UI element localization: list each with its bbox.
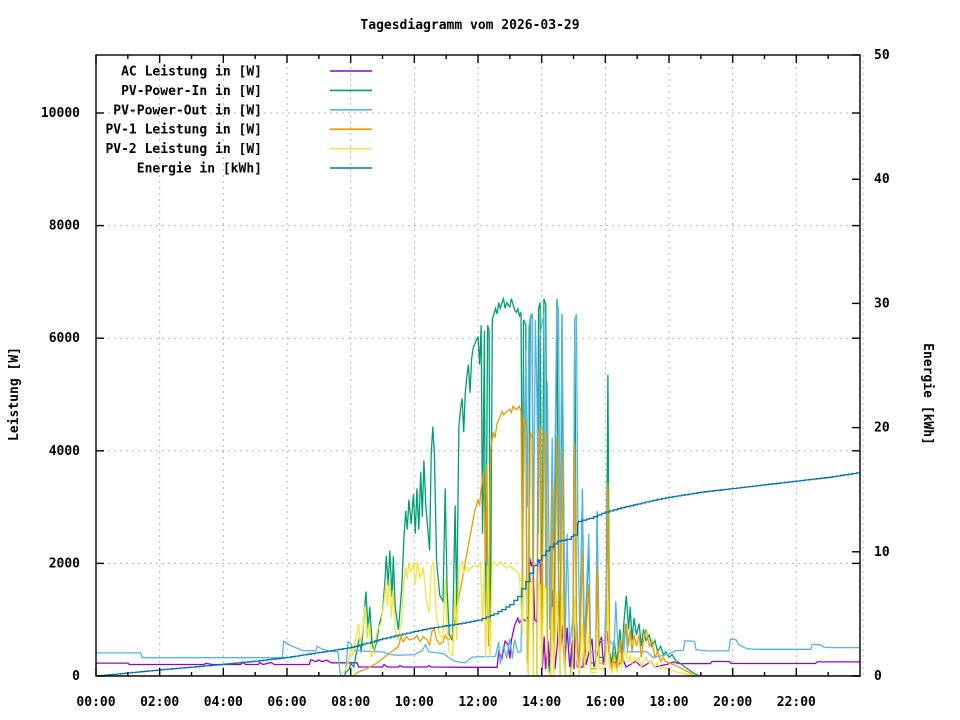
x-tick-label: 02:00 bbox=[140, 695, 179, 710]
y-axis-title: Leistung [W] bbox=[7, 347, 22, 441]
x-tick-label: 16:00 bbox=[586, 695, 625, 710]
series-line-pv-1-leistung-in-w- bbox=[96, 404, 860, 676]
x-tick-label: 14:00 bbox=[522, 695, 561, 710]
x-tick-label: 22:00 bbox=[777, 695, 816, 710]
series-line-pv-power-out-in-w- bbox=[96, 298, 860, 676]
y2-tick-label: 40 bbox=[874, 172, 890, 187]
x-tick-label: 00:00 bbox=[76, 695, 115, 710]
x-tick-label: 12:00 bbox=[458, 695, 497, 710]
x-tick-label: 18:00 bbox=[649, 695, 688, 710]
legend-label: PV-2 Leistung in [W] bbox=[105, 142, 262, 157]
legend-label: PV-Power-Out in [W] bbox=[113, 103, 262, 118]
legend-label: PV-Power-In in [W] bbox=[121, 84, 262, 99]
x-tick-label: 10:00 bbox=[395, 695, 434, 710]
x-tick-label: 04:00 bbox=[204, 695, 243, 710]
chart-title: Tagesdiagramm vom 2026-03-29 bbox=[360, 18, 579, 33]
gridlines bbox=[96, 55, 864, 676]
series-lines bbox=[96, 296, 860, 676]
y1-tick-label: 10000 bbox=[41, 106, 80, 121]
y2-tick-label: 20 bbox=[874, 421, 890, 436]
y1-tick-label: 2000 bbox=[49, 556, 80, 571]
y2-tick-labels: 0 10 20 30 40 50 bbox=[874, 48, 890, 684]
y1-tick-label: 8000 bbox=[49, 219, 80, 234]
y2-tick-label: 50 bbox=[874, 48, 890, 63]
x-tick-label: 20:00 bbox=[713, 695, 752, 710]
y1-tick-label: 0 bbox=[72, 669, 80, 684]
series-line-pv-2-leistung-in-w- bbox=[96, 559, 860, 676]
axis-ticks bbox=[95, 54, 860, 677]
x-tick-label: 06:00 bbox=[267, 695, 306, 710]
y2-tick-label: 0 bbox=[874, 669, 882, 684]
y1-tick-label: 6000 bbox=[49, 331, 80, 346]
x-tick-labels: 00:00 02:00 04:00 06:00 08:00 10:00 12:00 14:00… bbox=[76, 695, 816, 710]
legend-label: Energie in [kWh] bbox=[137, 162, 262, 177]
legend-label: PV-1 Leistung in [W] bbox=[105, 123, 262, 138]
x-tick-label: 08:00 bbox=[331, 695, 370, 710]
y2-tick-label: 30 bbox=[874, 296, 890, 311]
y1-tick-labels: 0 2000 4000 6000 8000 10000 bbox=[41, 106, 80, 684]
y2-axis-title: Energie [kWh] bbox=[920, 343, 935, 445]
y2-tick-label: 10 bbox=[874, 545, 890, 560]
legend: AC Leistung in [W] PV-Power-In in [W] PV-P… bbox=[105, 65, 372, 177]
series-line-energie-in-kwh- bbox=[96, 472, 860, 676]
y1-tick-label: 4000 bbox=[49, 444, 80, 459]
legend-label: AC Leistung in [W] bbox=[121, 65, 262, 80]
